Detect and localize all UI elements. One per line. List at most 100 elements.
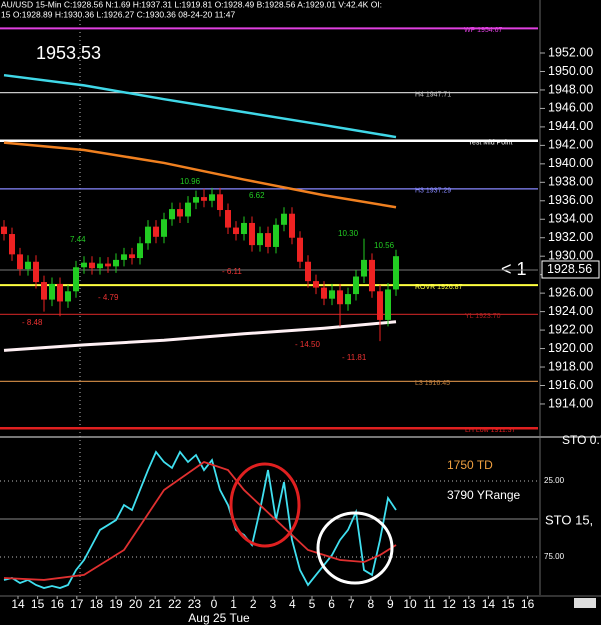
x-tick-label: 11 [423,597,436,611]
candle-body [81,262,87,268]
move-annotation: - 14.50 [295,340,320,349]
candle-body [361,259,367,277]
y-tick-label: 1930.00 [548,248,593,262]
candle-body [273,224,279,247]
x-tick-label: 14 [11,597,25,611]
candle-body [385,289,391,320]
candle-body [281,213,287,225]
candle-body [113,259,119,267]
x-tick-label: 16 [521,597,535,611]
candle-body [177,209,183,217]
candle-body [185,202,191,217]
candle-body [137,243,143,259]
moving-average [3,141,397,209]
x-tick-label: 12 [443,597,457,611]
candle-body [25,261,31,270]
candle-body [297,237,303,262]
x-tick-label: 18 [90,597,104,611]
candle-body [65,291,71,302]
y-tick-label: 1950.00 [548,64,593,78]
level-label: L3 1916.45 [415,380,450,387]
candle-body [49,283,55,300]
move-annotation: 10.96 [180,177,201,186]
y-tick-label: 1948.00 [548,82,593,96]
x-tick-label: 4 [289,597,296,611]
level-arrow: ← [458,135,466,144]
move-annotation: - 8.48 [22,318,43,327]
info-line: AU/USD 15-Min C:1928.56 N:1.69 H:1937.31… [1,0,382,9]
y-tick-label: 1944.00 [548,119,593,133]
candle-body [17,254,23,270]
candle-body [73,267,79,292]
x-tick-label: 21 [149,597,163,611]
scroll-button[interactable] [574,598,596,608]
candle-body [305,261,311,282]
y-tick-label: 1940.00 [548,156,593,170]
panel-text: 1750 TD [447,458,493,472]
y-tick-label: 1952.00 [548,45,593,59]
move-annotation: 10.30 [338,229,359,238]
x-tick-label: 8 [367,597,374,611]
candle-body [1,226,7,235]
move-annotation: - 6.11 [222,267,242,276]
level-label: H4 1947.71 [415,91,451,98]
candle-body [249,222,255,246]
candle-body [257,233,263,246]
y-tick-label: 1924.00 [548,304,593,318]
candle-body [337,290,343,305]
price-arrow: < 1 [501,259,527,279]
candle-body [321,287,327,299]
price-tag-label: 1928.56 [547,262,592,276]
candle-body [169,209,175,220]
candle-body [393,256,399,290]
candle-body [161,219,167,237]
y-tick-label: 1934.00 [548,212,593,226]
x-tick-label: 13 [462,597,476,611]
x-tick-label: 19 [109,597,123,611]
candle-body [233,227,239,235]
panel-text: 3790 YRange [447,488,521,502]
candle-body [193,197,199,203]
price-tag [541,260,600,279]
candle-body [33,261,39,283]
candle-body [289,213,295,238]
candle-body [377,291,383,320]
x-tick-label: 17 [70,597,84,611]
x-tick-label: 9 [387,597,394,611]
y-tick-label: 1938.00 [548,175,593,189]
highlight-circle [229,462,301,548]
x-tick-label: 5 [309,597,316,611]
candle-body [41,282,47,300]
x-tick-label: 7 [348,597,355,611]
x-tick-label: 6 [328,597,335,611]
level-label: ROVR 1926.87 [415,284,463,291]
candle-body [225,210,231,228]
candle-body [345,294,351,305]
y-tick-label: 1918.00 [548,359,593,373]
highlight-circle [316,511,394,585]
move-annotation: 10.56 [374,241,395,250]
candle-body [89,262,95,269]
x-tick-label: 23 [188,597,202,611]
candle-body [201,197,207,201]
candle-body [121,254,127,260]
info-line: 15 O:1928.89 H:1930.36 L:1926.27 C:1930.… [1,9,236,19]
x-tick-label: 22 [168,597,182,611]
oscillator-line [3,461,397,581]
candle-body [313,281,319,288]
y-tick-label: 1922.00 [548,322,593,336]
moving-average [3,73,397,139]
level-label: H3 1937.29 [415,188,451,195]
level-label: YL 1923.70 [465,313,501,320]
x-tick-label: 0 [211,597,218,611]
candle-body [353,276,359,295]
move-annotation: - 4.79 [98,293,119,302]
y-tick-label: 1936.00 [548,193,593,207]
candle-body [97,263,103,269]
candle-body [209,194,215,201]
y-tick-label: 25.00 [544,476,565,485]
y-tick-label: 75.00 [544,552,565,561]
x-tick-label: 10 [403,597,417,611]
